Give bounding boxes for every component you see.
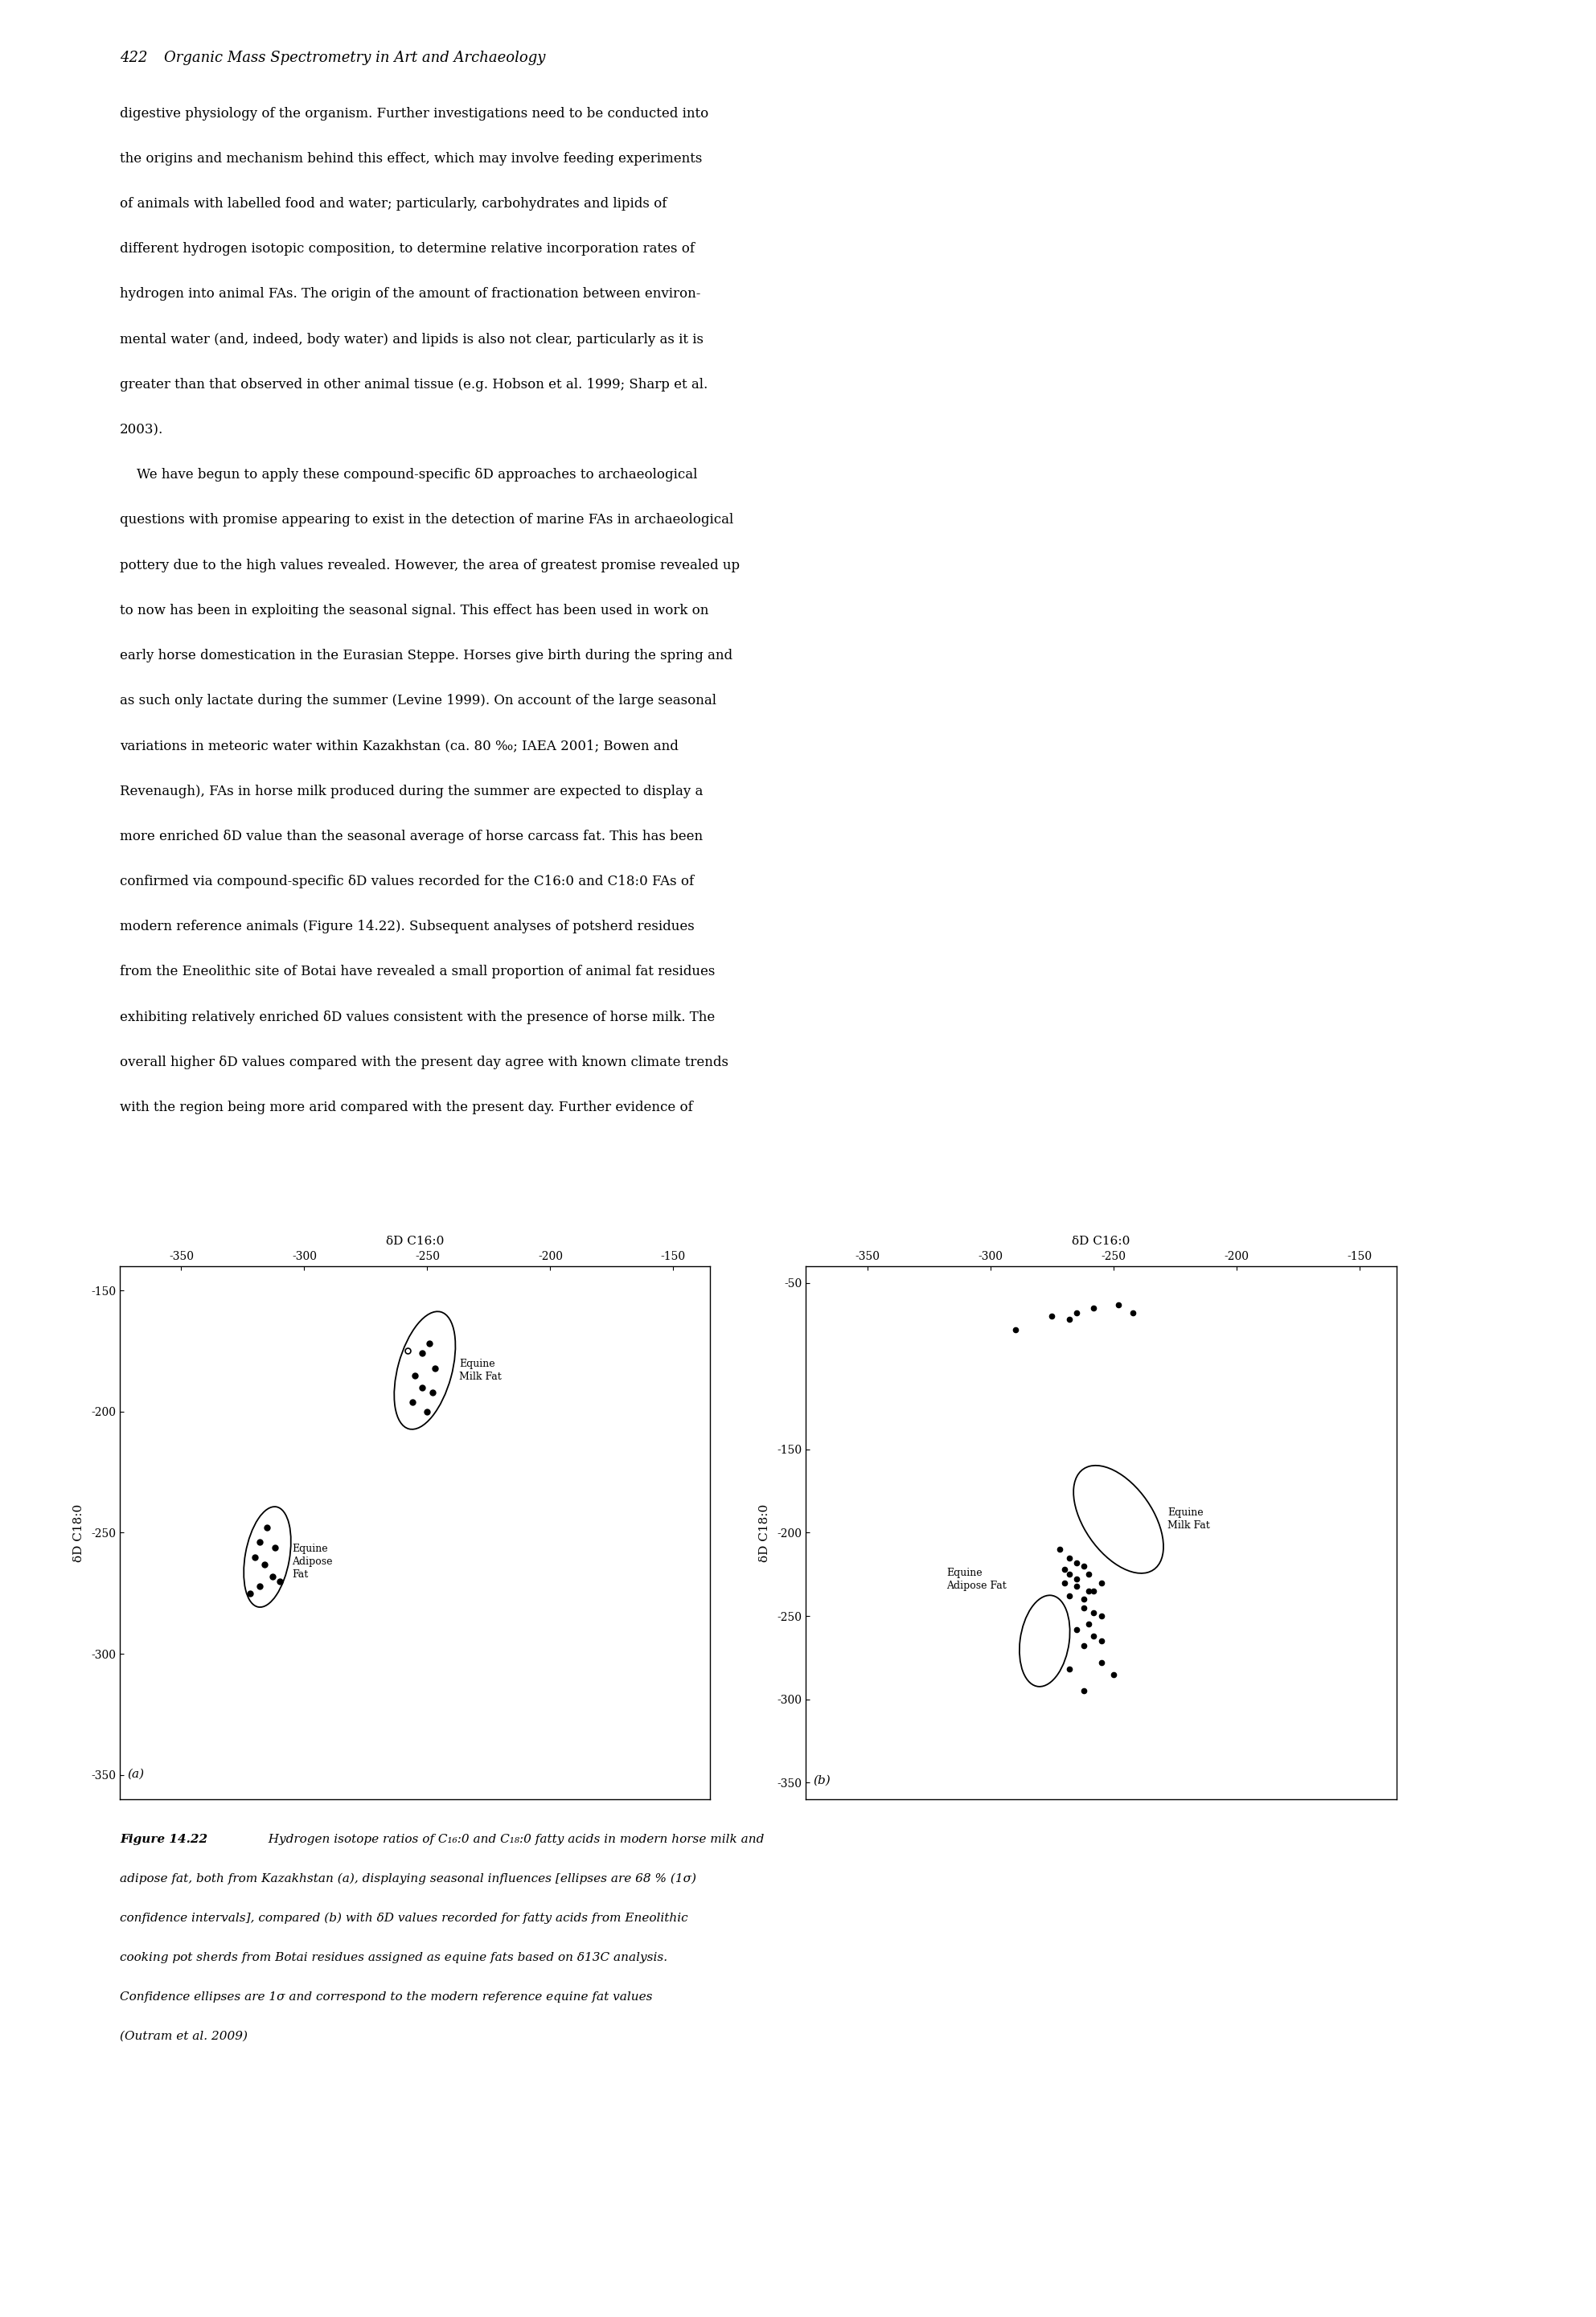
Text: Equine
Adipose
Fat: Equine Adipose Fat: [292, 1543, 332, 1580]
Text: modern reference animals (Figure 14.22). Subsequent analyses of potsherd residue: modern reference animals (Figure 14.22).…: [120, 920, 694, 934]
Text: (b): (b): [814, 1775, 832, 1786]
Text: 2003).: 2003).: [120, 424, 163, 436]
Text: Equine
Milk Fat: Equine Milk Fat: [1168, 1508, 1210, 1532]
Text: as such only lactate during the summer (Levine 1999). On account of the large se: as such only lactate during the summer (…: [120, 695, 717, 707]
Text: Revenaugh), FAs in horse milk produced during the summer are expected to display: Revenaugh), FAs in horse milk produced d…: [120, 783, 702, 797]
Text: exhibiting relatively enriched δD values consistent with the presence of horse m: exhibiting relatively enriched δD values…: [120, 1010, 715, 1024]
Text: different hydrogen isotopic composition, to determine relative incorporation rat: different hydrogen isotopic composition,…: [120, 243, 694, 255]
X-axis label: δD C16:0: δD C16:0: [386, 1235, 444, 1247]
Text: adipose fat, both from Kazakhstan (a), displaying seasonal influences [ellipses : adipose fat, both from Kazakhstan (a), d…: [120, 1872, 696, 1884]
Text: Equine
Milk Fat: Equine Milk Fat: [460, 1358, 501, 1381]
Text: Figure 14.22: Figure 14.22: [120, 1835, 207, 1844]
Text: greater than that observed in other animal tissue (e.g. Hobson et al. 1999; Shar: greater than that observed in other anim…: [120, 378, 707, 392]
Text: cooking pot sherds from Botai residues assigned as equine fats based on δ13C ana: cooking pot sherds from Botai residues a…: [120, 1951, 667, 1962]
X-axis label: δD C16:0: δD C16:0: [1073, 1235, 1130, 1247]
Text: digestive physiology of the organism. Further investigations need to be conducte: digestive physiology of the organism. Fu…: [120, 107, 709, 120]
Text: with the region being more arid compared with the present day. Further evidence : with the region being more arid compared…: [120, 1101, 693, 1114]
Text: from the Eneolithic site of Botai have revealed a small proportion of animal fat: from the Eneolithic site of Botai have r…: [120, 966, 715, 978]
Text: mental water (and, indeed, body water) and lipids is also not clear, particularl: mental water (and, indeed, body water) a…: [120, 334, 704, 345]
Text: 422: 422: [120, 51, 147, 65]
Text: Equine
Adipose Fat: Equine Adipose Fat: [946, 1569, 1007, 1592]
Text: early horse domestication in the Eurasian Steppe. Horses give birth during the s: early horse domestication in the Eurasia…: [120, 649, 733, 663]
Text: (Outram et al. 2009): (Outram et al. 2009): [120, 2030, 247, 2041]
Text: overall higher δD values compared with the present day agree with known climate : overall higher δD values compared with t…: [120, 1057, 728, 1068]
Text: questions with promise appearing to exist in the detection of marine FAs in arch: questions with promise appearing to exis…: [120, 514, 734, 526]
Text: to now has been in exploiting the seasonal signal. This effect has been used in : to now has been in exploiting the season…: [120, 605, 709, 616]
Text: confidence intervals], compared (b) with δD values recorded for fatty acids from: confidence intervals], compared (b) with…: [120, 1914, 688, 1923]
Text: (a): (a): [128, 1768, 144, 1779]
Text: Organic Mass Spectrometry in Art and Archaeology: Organic Mass Spectrometry in Art and Arc…: [164, 51, 546, 65]
Text: the origins and mechanism behind this effect, which may involve feeding experime: the origins and mechanism behind this ef…: [120, 153, 702, 165]
Text: Confidence ellipses are 1σ and correspond to the modern reference equine fat val: Confidence ellipses are 1σ and correspon…: [120, 1993, 653, 2002]
Y-axis label: δD C18:0: δD C18:0: [760, 1504, 771, 1562]
Text: pottery due to the high values revealed. However, the area of greatest promise r: pottery due to the high values revealed.…: [120, 558, 739, 572]
Text: confirmed via compound-specific δD values recorded for the C16:0 and C18:0 FAs o: confirmed via compound-specific δD value…: [120, 876, 694, 887]
Y-axis label: δD C18:0: δD C18:0: [73, 1504, 85, 1562]
Text: hydrogen into animal FAs. The origin of the amount of fractionation between envi: hydrogen into animal FAs. The origin of …: [120, 287, 701, 301]
Text: of animals with labelled food and water; particularly, carbohydrates and lipids : of animals with labelled food and water;…: [120, 197, 667, 211]
Text: variations in meteoric water within Kazakhstan (ca. 80 ‰; IAEA 2001; Bowen and: variations in meteoric water within Kaza…: [120, 739, 678, 753]
Text: Hydrogen isotope ratios of C₁₆:0 and C₁₈:0 fatty acids in modern horse milk and: Hydrogen isotope ratios of C₁₆:0 and C₁₈…: [260, 1835, 764, 1844]
Text: more enriched δD value than the seasonal average of horse carcass fat. This has : more enriched δD value than the seasonal…: [120, 829, 702, 843]
Text: We have begun to apply these compound-specific δD approaches to archaeological: We have begun to apply these compound-sp…: [120, 468, 697, 482]
